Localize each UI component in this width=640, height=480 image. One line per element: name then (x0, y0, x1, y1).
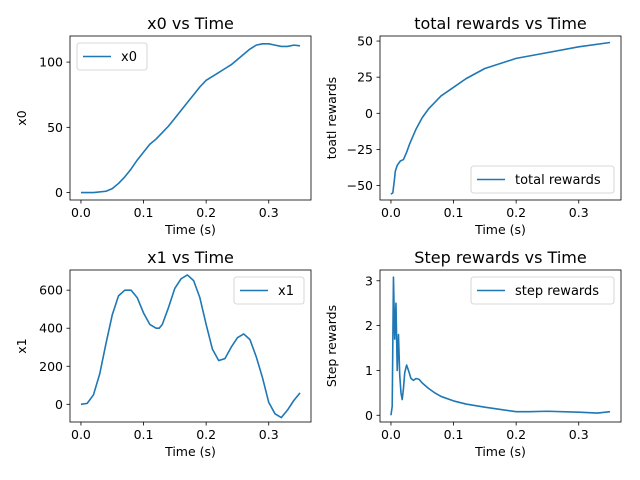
step-rewards-xtick-label: 0.3 (569, 427, 589, 442)
x0-xlabel: Time (s) (164, 222, 216, 237)
step-rewards-ylabel: Step rewards (324, 305, 339, 387)
x1-legend-box (233, 276, 305, 305)
step-rewards-ytick-label: 1 (365, 363, 373, 378)
x1-legend: x1 (233, 276, 305, 305)
total-rewards-title: total rewards vs Time (414, 14, 587, 33)
total-rewards-ytick-label: 0 (365, 106, 373, 121)
x0-xtick-label: 0.0 (71, 205, 91, 220)
x0-ytick-label: 50 (47, 120, 63, 135)
step-rewards-ytick-label: 0 (365, 408, 373, 423)
total-rewards-legend: total rewards (470, 165, 615, 194)
x1-xtick-label: 0.3 (259, 427, 279, 442)
x1-ytick-label: 200 (39, 359, 63, 374)
x1-ytick-label: 0 (55, 397, 63, 412)
total-rewards-xtick-label: 0.1 (444, 205, 464, 220)
total-rewards-ylabel: toatl rewards (324, 77, 339, 159)
x1-ylabel: x1 (14, 338, 29, 353)
total-rewards-xtick-label: 0.2 (506, 205, 526, 220)
x1-legend-label: x1 (278, 284, 294, 299)
x0-ylabel: x0 (14, 110, 29, 125)
x0-ytick-label: 0 (55, 185, 63, 200)
x1-xtick-label: 0.2 (196, 427, 216, 442)
total-rewards-xtick-label: 0.3 (569, 205, 589, 220)
step-rewards-legend-label: step rewards (515, 284, 599, 299)
total-rewards-ytick-label: −25 (347, 142, 373, 157)
total-rewards-series-line (390, 41, 611, 195)
x1-frame (69, 269, 312, 423)
x0-legend-box (76, 42, 148, 71)
total-rewards-ytick-label: 25 (357, 70, 373, 85)
x0-title: x0 vs Time (147, 14, 234, 33)
step-rewards-axes: 0.0 0.1 0.2 0.3 0 1 2 3 Step rewards vs Time Time… (324, 248, 622, 459)
x0-legend-label: x0 (121, 50, 137, 65)
step-rewards-xtick-label: 0.0 (381, 427, 401, 442)
x0-frame (69, 35, 312, 201)
x0-xtick-label: 0.3 (259, 205, 279, 220)
x1-ytick-label: 400 (39, 321, 63, 336)
total-rewards-frame (379, 35, 622, 201)
total-rewards-xtick-label: 0.0 (381, 205, 401, 220)
step-rewards-ytick-label: 3 (365, 273, 373, 288)
x1-ytick-label: 600 (39, 283, 63, 298)
x1-xlabel: Time (s) (164, 444, 216, 459)
x0-legend: x0 (76, 42, 148, 71)
x1-xtick-label: 0.0 (71, 427, 91, 442)
step-rewards-xlabel: Time (s) (474, 444, 526, 459)
step-rewards-xtick-label: 0.2 (506, 427, 526, 442)
x1-series-line (80, 274, 301, 419)
step-rewards-xtick-label: 0.1 (444, 427, 464, 442)
x0-xtick-label: 0.2 (196, 205, 216, 220)
step-rewards-legend: step rewards (470, 276, 615, 305)
x0-series-line (80, 43, 301, 194)
total-rewards-ytick-label: −50 (347, 178, 373, 193)
x1-axes: 0.0 0.1 0.2 0.3 0 200 400 600 x1 vs Time Time (s)… (14, 248, 312, 459)
total-rewards-legend-box (470, 165, 615, 194)
total-rewards-xlabel: Time (s) (474, 222, 526, 237)
x0-ytick-label: 100 (39, 55, 63, 70)
x1-title: x1 vs Time (147, 248, 234, 267)
x1-xtick-label: 0.1 (134, 427, 154, 442)
x0-axes: 0.0 0.1 0.2 0.3 0 50 100 x0 vs Time Time (s) x0 x0 (14, 14, 312, 237)
step-rewards-legend-box (470, 276, 615, 305)
step-rewards-ytick-label: 2 (365, 318, 373, 333)
step-rewards-series-line (390, 276, 611, 416)
total-rewards-axes: 0.0 0.1 0.2 0.3 −50 −25 0 25 50 total rewards vs … (324, 14, 622, 237)
x0-xtick-label: 0.1 (134, 205, 154, 220)
step-rewards-title: Step rewards vs Time (414, 248, 586, 267)
step-rewards-frame (379, 269, 622, 423)
total-rewards-ytick-label: 50 (357, 34, 373, 49)
total-rewards-legend-label: total rewards (515, 173, 601, 188)
